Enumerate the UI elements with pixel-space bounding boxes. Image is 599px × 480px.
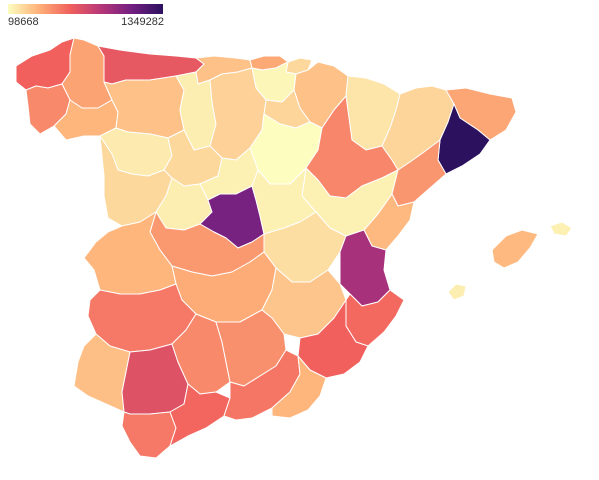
legend-gradient-bar [8, 4, 163, 14]
color-legend: 98668 1349282 [8, 4, 164, 30]
province-ibiza [447, 283, 467, 301]
province-almeria [271, 355, 327, 419]
province-tarragona [391, 139, 447, 207]
province-cadiz [121, 411, 177, 459]
legend-max-label: 1349282 [121, 16, 164, 28]
province-mallorca [491, 229, 539, 269]
province-huelva [73, 333, 131, 413]
legend-min-label: 98668 [8, 16, 39, 28]
province-menorca [549, 221, 573, 237]
province-barcelona [437, 103, 491, 175]
